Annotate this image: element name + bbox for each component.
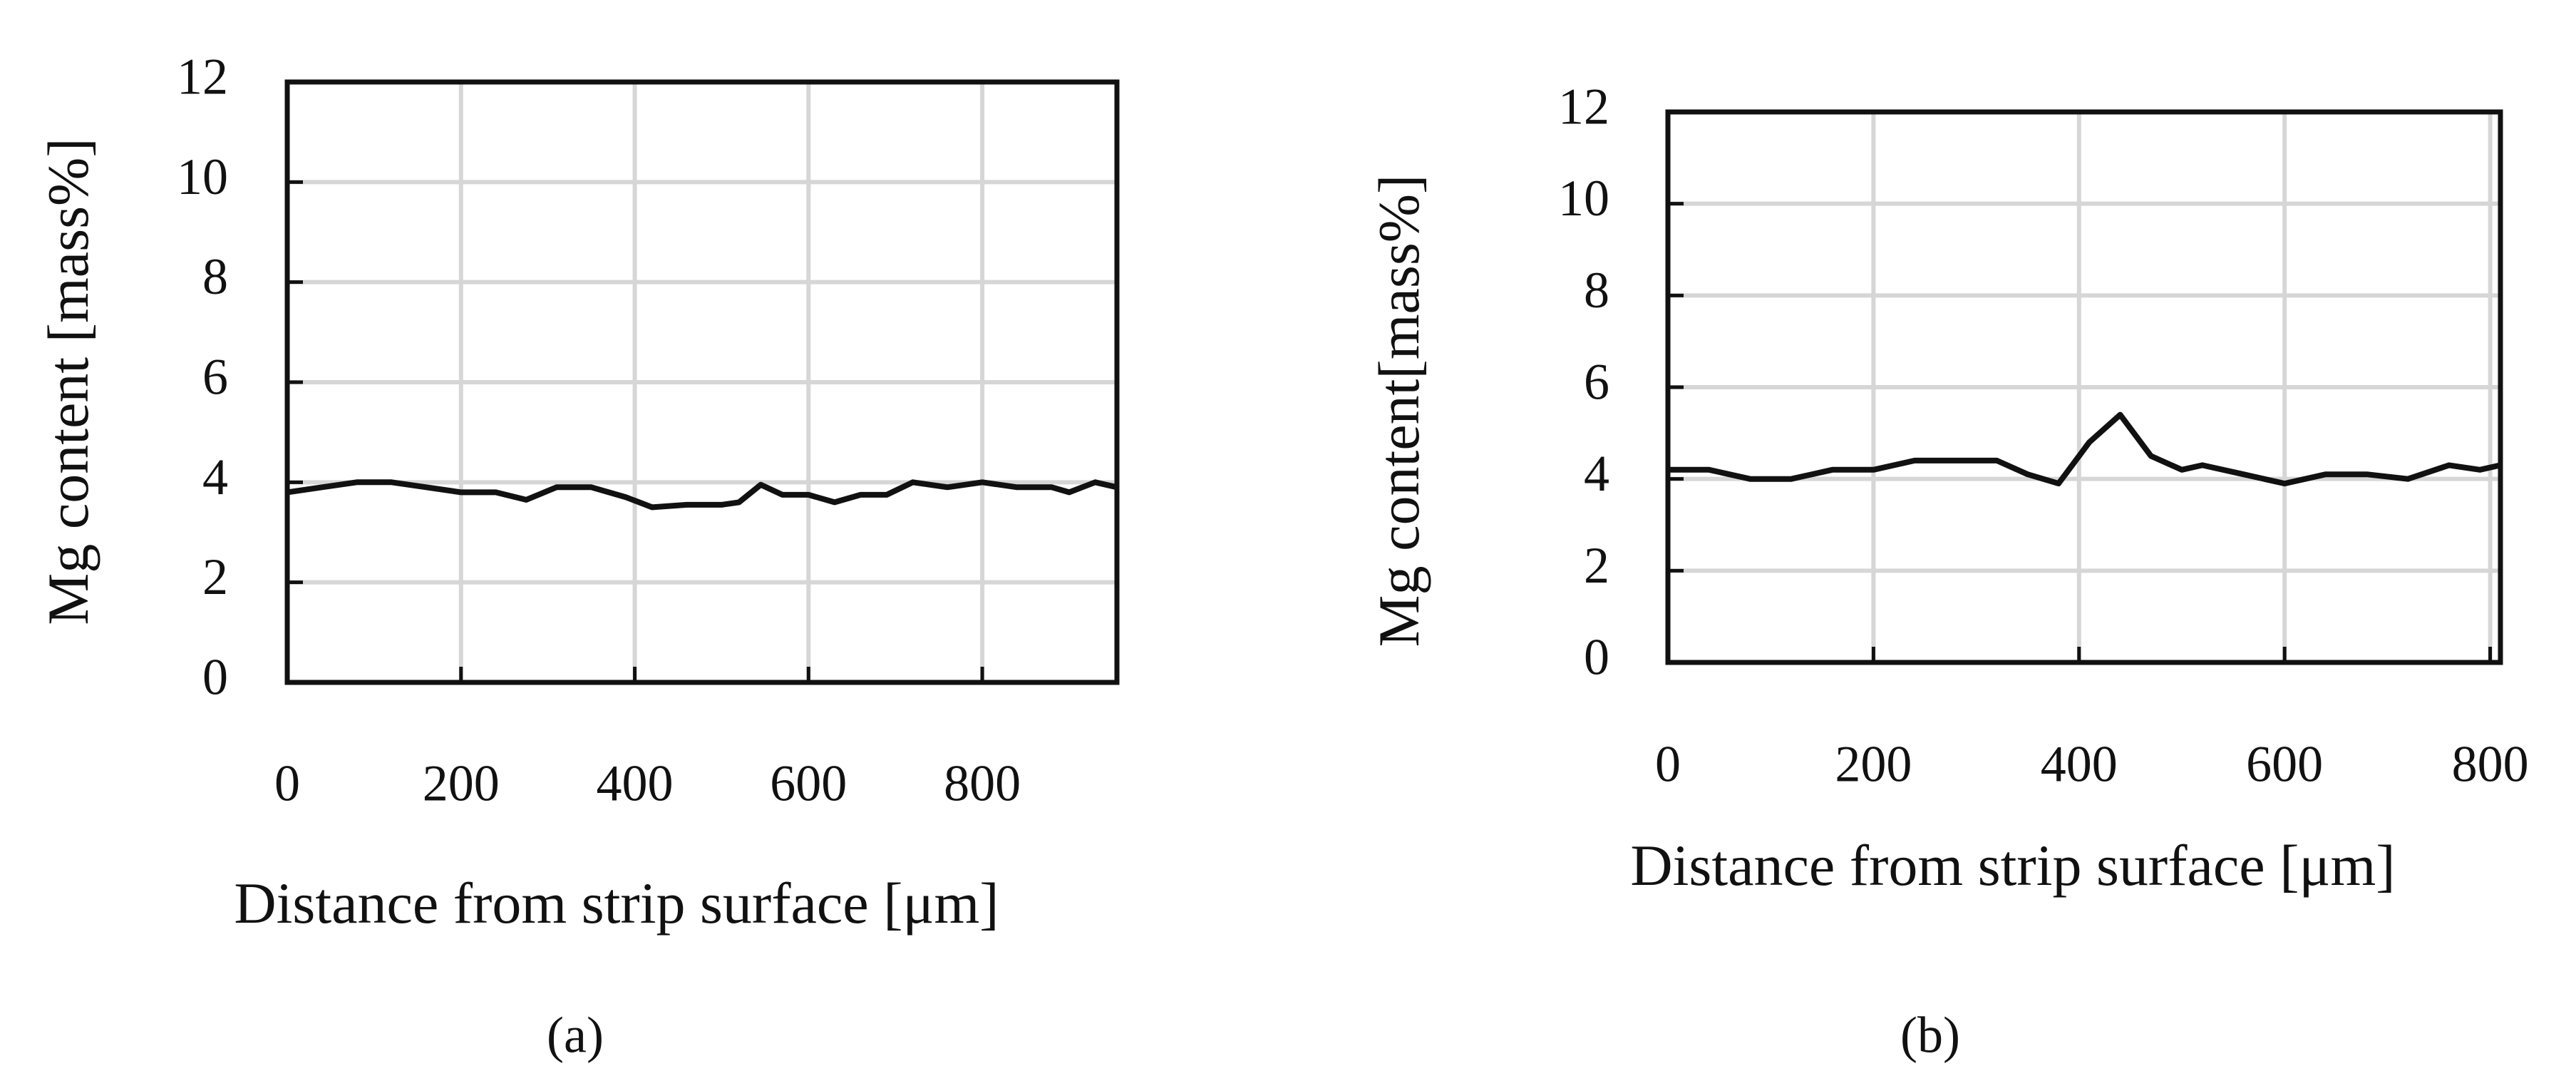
x-tick-label: 800 xyxy=(2452,736,2529,793)
caption: (a) xyxy=(547,1007,604,1064)
plot-frame xyxy=(1665,109,2503,665)
x-tick-label: 600 xyxy=(770,755,847,812)
y-tick-label: 0 xyxy=(1584,629,1609,686)
x-tick-label: 800 xyxy=(944,755,1021,812)
y-tick-label: 4 xyxy=(1584,445,1609,502)
y-tick-label: 12 xyxy=(177,48,228,106)
y-tick-label: 6 xyxy=(1584,354,1609,411)
y-tick-label: 8 xyxy=(1584,262,1609,319)
x-axis-title: Distance from strip surface [μm] xyxy=(1630,833,2395,898)
data-line xyxy=(287,479,1118,511)
x-tick-label: 600 xyxy=(2246,736,2323,793)
y-tick-label: 10 xyxy=(177,148,228,205)
plot-frame xyxy=(284,79,1120,685)
y-tick-label: 10 xyxy=(1558,170,1609,227)
y-tick-label: 2 xyxy=(1584,537,1609,594)
x-tick-label: 0 xyxy=(274,755,300,812)
x-tick-label: 400 xyxy=(2041,736,2118,793)
x-tick-label: 200 xyxy=(423,755,500,812)
y-tick-label: 8 xyxy=(202,248,228,305)
x-tick-label: 400 xyxy=(597,755,674,812)
caption: (b) xyxy=(1900,1007,1960,1064)
y-tick-label: 4 xyxy=(202,449,228,506)
data-line xyxy=(1668,411,2501,487)
y-tick-label: 6 xyxy=(202,349,228,406)
x-tick-label: 200 xyxy=(1835,736,1912,793)
y-tick-label: 12 xyxy=(1558,78,1609,135)
x-axis-title: Distance from strip surface [μm] xyxy=(234,871,999,936)
y-axis-title: Mg content [mass%] xyxy=(36,138,101,625)
y-axis-title: Mg content[mass%] xyxy=(1366,175,1431,647)
y-tick-label: 2 xyxy=(202,548,228,605)
x-tick-label: 0 xyxy=(1655,736,1681,793)
y-tick-label: 0 xyxy=(202,649,228,706)
